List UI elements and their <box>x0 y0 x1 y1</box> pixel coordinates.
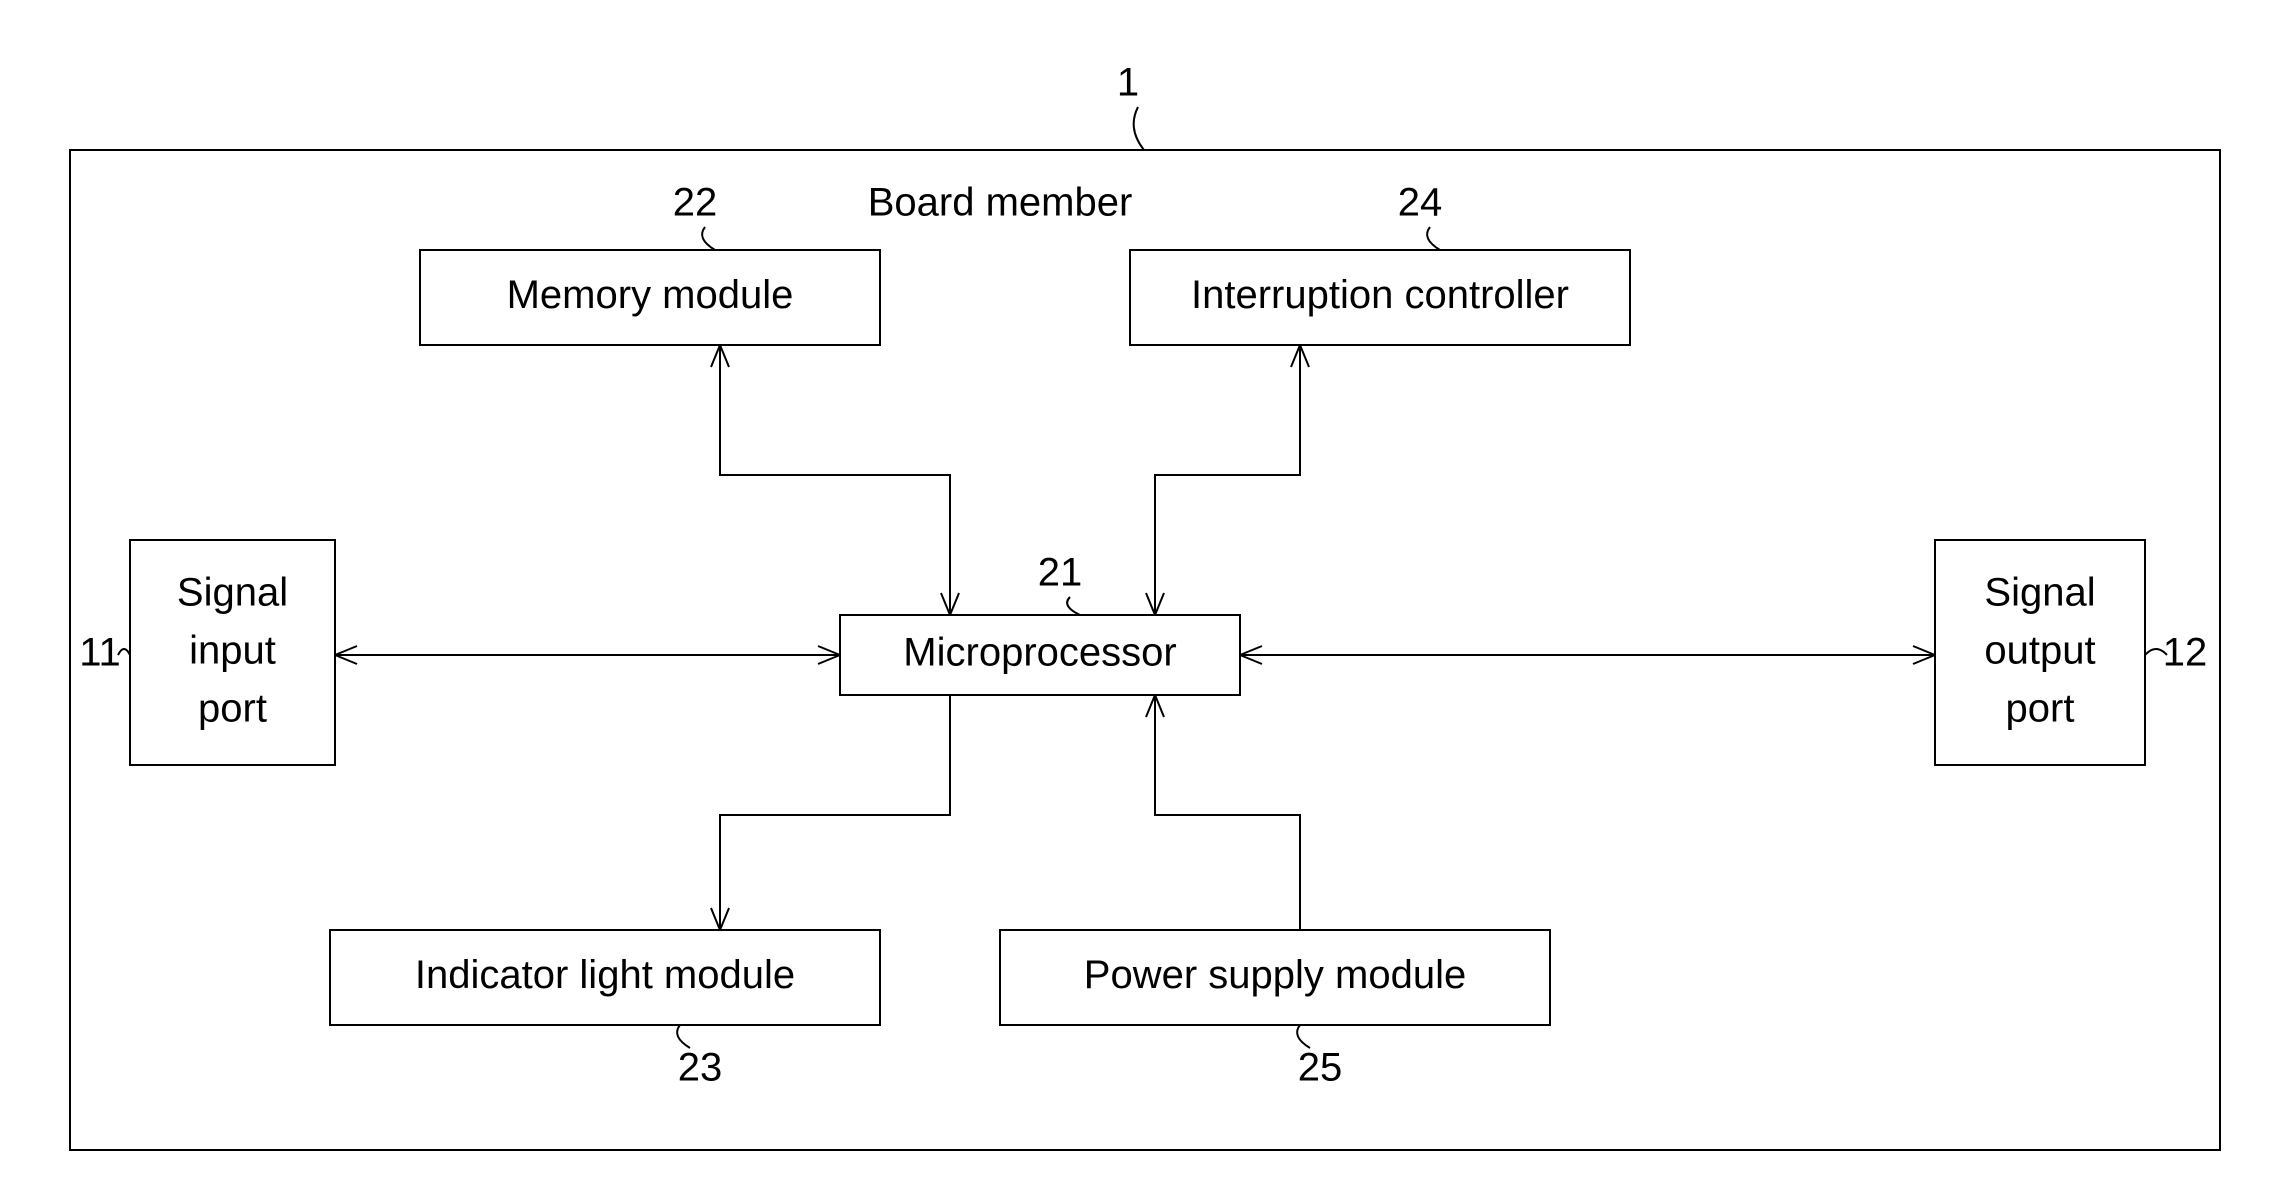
sig_out-label: Signaloutputport <box>1984 570 2095 730</box>
ref-tick-24 <box>1427 227 1440 250</box>
ref-21: 21 <box>1038 551 1083 595</box>
ref-tick-23 <box>677 1025 690 1048</box>
ref-23: 23 <box>678 1046 723 1090</box>
interrupt-label: Interruption controller <box>1191 273 1569 317</box>
ref-25: 25 <box>1298 1046 1343 1090</box>
ref-tick-25 <box>1297 1025 1310 1048</box>
ref-24: 24 <box>1398 181 1443 225</box>
ref-12: 12 <box>2163 631 2208 675</box>
board_title-label: Board member <box>868 181 1133 225</box>
sig_in-label: Signalinputport <box>177 570 288 730</box>
diagram-canvas: Board member Memory module Interruption co… <box>0 0 2292 1195</box>
memory-label: Memory module <box>507 273 794 317</box>
edge-power-micro <box>1155 695 1300 930</box>
edge-memory-micro <box>720 345 950 615</box>
edge-micro-indicator <box>720 695 950 930</box>
edge-interrupt-micro <box>1155 345 1300 615</box>
ref-22: 22 <box>673 181 718 225</box>
ref-tick-21 <box>1067 597 1080 615</box>
ref-tick-22 <box>702 227 715 250</box>
ref-11: 11 <box>79 631 121 675</box>
ref-1: 1 <box>1117 61 1139 105</box>
micro-label: Microprocessor <box>903 631 1176 675</box>
ref-tick-1 <box>1134 107 1144 150</box>
indicator-label: Indicator light module <box>415 953 795 997</box>
power-label: Power supply module <box>1084 953 1466 997</box>
